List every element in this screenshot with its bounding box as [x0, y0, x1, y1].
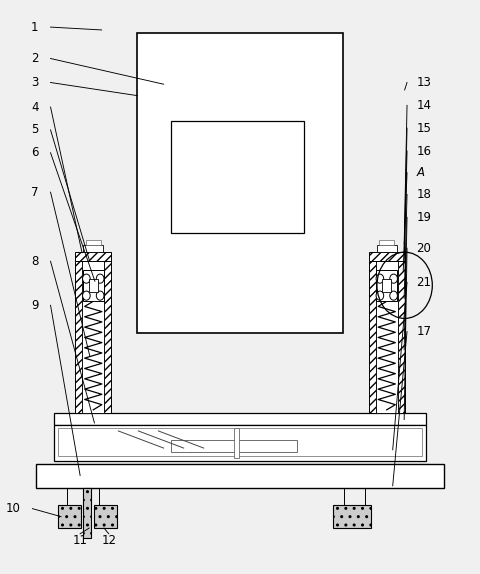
- Bar: [376, 270, 397, 301]
- Text: 13: 13: [417, 76, 432, 89]
- Circle shape: [83, 291, 90, 300]
- Text: 6: 6: [31, 146, 38, 159]
- Bar: [105, 261, 111, 413]
- Text: 18: 18: [417, 188, 432, 201]
- Text: 1: 1: [31, 21, 38, 34]
- Text: 19: 19: [417, 211, 432, 224]
- Circle shape: [96, 274, 104, 283]
- Circle shape: [390, 274, 397, 283]
- Text: 2: 2: [31, 52, 38, 65]
- Bar: [54, 425, 426, 461]
- Bar: [84, 245, 103, 252]
- Text: 9: 9: [31, 299, 38, 312]
- Text: 7: 7: [31, 185, 38, 199]
- Bar: [369, 252, 405, 261]
- Text: 17: 17: [417, 325, 432, 338]
- Text: 4: 4: [31, 100, 38, 114]
- Bar: [75, 261, 82, 413]
- Text: 15: 15: [417, 122, 432, 135]
- Text: 11: 11: [72, 534, 88, 547]
- Bar: [137, 33, 343, 333]
- Text: 3: 3: [31, 76, 38, 89]
- Bar: [86, 240, 101, 245]
- Text: 10: 10: [6, 502, 21, 515]
- Bar: [398, 261, 405, 413]
- Circle shape: [96, 291, 104, 300]
- Text: 12: 12: [101, 534, 116, 547]
- Bar: [36, 464, 444, 488]
- Text: 21: 21: [417, 276, 432, 289]
- Bar: [382, 278, 392, 293]
- Bar: [88, 278, 98, 293]
- Bar: [333, 505, 371, 528]
- Text: 20: 20: [417, 242, 432, 255]
- Text: 14: 14: [417, 99, 432, 112]
- Bar: [171, 440, 297, 452]
- Bar: [58, 505, 81, 528]
- Bar: [95, 505, 117, 528]
- Text: 16: 16: [417, 145, 432, 157]
- Bar: [375, 261, 398, 413]
- Circle shape: [390, 291, 397, 300]
- Bar: [83, 270, 104, 301]
- Bar: [75, 252, 111, 261]
- Text: 5: 5: [31, 123, 38, 137]
- Text: 8: 8: [31, 255, 38, 268]
- Bar: [369, 261, 375, 413]
- Bar: [171, 121, 304, 232]
- Circle shape: [83, 274, 90, 283]
- Bar: [377, 245, 396, 252]
- Bar: [54, 413, 426, 425]
- Circle shape: [376, 274, 384, 283]
- Bar: [58, 428, 422, 456]
- Bar: [82, 261, 105, 413]
- Bar: [379, 240, 394, 245]
- Bar: [234, 428, 239, 458]
- Bar: [84, 488, 91, 538]
- Circle shape: [376, 291, 384, 300]
- Text: A: A: [417, 166, 425, 179]
